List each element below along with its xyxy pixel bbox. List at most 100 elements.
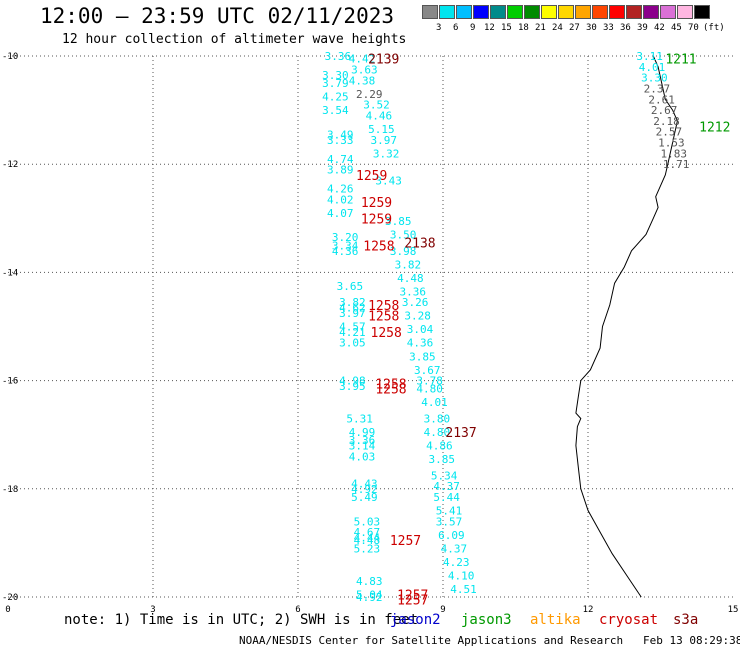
wave-height-value: 3.54: [322, 104, 349, 117]
pass-time-label: 1259: [361, 212, 392, 227]
color-scale-swatch: [439, 5, 455, 19]
wave-height-value: 4.80: [416, 383, 443, 396]
wave-height-value: 3.43: [375, 174, 402, 187]
wave-height-value: 4.86: [426, 440, 453, 453]
color-scale-swatch: [541, 5, 557, 19]
color-scale-swatch: [473, 5, 489, 19]
color-scale-label: 6: [453, 23, 459, 33]
wave-height-value: 4.67: [354, 526, 381, 539]
color-scale-label: 21: [535, 23, 546, 33]
wave-height-value: 4.92: [351, 483, 378, 496]
wave-height-value: 3.89: [327, 164, 354, 177]
wave-height-value: 4.57: [339, 321, 366, 334]
wave-height-value: 4.42: [349, 53, 376, 66]
pass-time-label: 1212: [699, 120, 730, 135]
wave-height-value: 4.10: [448, 569, 475, 582]
wave-height-value: 4.44: [354, 531, 381, 544]
legend-cryosat: cryosat: [599, 612, 659, 628]
color-scale-label: 15: [501, 23, 512, 33]
wave-height-value: 3.85: [429, 453, 456, 466]
pass-time-label: 1257: [397, 594, 428, 609]
pass-time-label: 1259: [361, 196, 392, 211]
wave-height-value: 2.29: [356, 88, 383, 101]
color-scale-label: 42: [654, 23, 665, 33]
note-text: note: 1) Time is in UTC; 2) SWH is in fe…: [64, 612, 419, 628]
wave-height-value: 3.26: [402, 296, 429, 309]
pass-time-label: 1258: [375, 383, 406, 398]
wave-height-value: 4.07: [327, 207, 354, 220]
wave-height-value: 3.98: [390, 245, 417, 258]
color-scale-label: 36: [620, 23, 631, 33]
wave-height-value: 4.21: [339, 326, 366, 339]
color-scale-swatch: [609, 5, 625, 19]
wave-height-value: 3.67: [414, 364, 441, 377]
pass-time-label: 2138: [404, 237, 435, 252]
color-scale-label: 24: [552, 23, 563, 33]
wave-height-value: 4.80: [424, 426, 451, 439]
legend-altika: altika: [530, 612, 581, 628]
wave-height-value: 3.14: [349, 440, 376, 453]
wave-height-value: 4.48: [354, 534, 381, 547]
axis-tick-labels: 0 3 6 9 12 15 -10 -12 -14 -16 -18 -20: [2, 52, 738, 615]
wave-height-value: 4.36: [332, 245, 359, 258]
wave-height-value: 3.34: [332, 239, 359, 252]
wave-height-value: 5.49: [351, 491, 378, 504]
legend-s3a: s3a: [673, 612, 699, 628]
wave-height-value: 4.74: [327, 153, 354, 166]
pass-time-label: 1258: [368, 310, 399, 325]
wave-height-value: 3.82: [339, 296, 366, 309]
wave-height-value: 4.46: [366, 110, 393, 123]
color-scale-swatch: [558, 5, 574, 19]
pass-time-label: 1211: [665, 53, 696, 68]
wave-height-value: 5.04: [356, 588, 383, 601]
wave-height-value: 3.65: [337, 280, 364, 293]
pass-time-label: 1258: [368, 299, 399, 314]
color-scale-label: 70: [688, 23, 699, 33]
wave-height-value: 1.53: [658, 137, 685, 150]
wave-height-value: 1.83: [661, 147, 688, 160]
wave-height-value: 4.02: [327, 193, 354, 206]
x-tick-label: 0: [5, 605, 10, 615]
wave-height-value: 5.15: [368, 123, 395, 136]
wave-height-value: 2.37: [644, 82, 671, 95]
wave-height-value: 2.61: [648, 93, 675, 106]
color-scale-label: 18: [518, 23, 529, 33]
wave-height-value: 1.71: [663, 158, 690, 171]
wave-height-labels: 3.364.423.633.30 4.383.792.294.253.523.54…: [322, 50, 689, 604]
wave-height-value: 5.41: [436, 504, 463, 517]
color-scale-swatch: [422, 5, 438, 19]
x-tick-label: 9: [440, 605, 445, 615]
wave-height-value: 3.85: [385, 215, 412, 228]
wave-height-value: 3.57: [436, 515, 463, 528]
map-subtitle: 12 hour collection of altimeter wave hei…: [62, 32, 407, 47]
color-scale-unit: (ft): [703, 23, 725, 33]
wave-height-value: 3.78: [416, 375, 443, 388]
wave-height-value: 3.36: [400, 285, 427, 298]
wave-height-value: 3.79: [322, 77, 349, 90]
wave-height-value: 4.38: [349, 74, 376, 87]
wave-height-value: 5.23: [354, 542, 381, 555]
wave-height-value: 3.97: [339, 307, 366, 320]
wave-height-value: 2.18: [653, 115, 680, 128]
color-scale-label: 30: [586, 23, 597, 33]
color-scale-label: 39: [637, 23, 648, 33]
wave-height-value: 3.11: [636, 50, 663, 63]
wave-height-value: 3.50: [390, 229, 417, 242]
pass-time-label: 2137: [445, 426, 476, 441]
wave-height-value: 4.51: [450, 583, 477, 596]
color-scale-swatch: [456, 5, 472, 19]
wave-height-value: 3.20: [332, 231, 359, 244]
color-scale-swatch: [592, 5, 608, 19]
wave-height-value: 4.62: [339, 302, 366, 315]
wave-height-value: 3.32: [373, 147, 400, 160]
y-tick-label: -10: [2, 52, 18, 62]
color-scale-label: 12: [484, 23, 495, 33]
pass-time-label: 1257: [397, 588, 428, 603]
lat-lon-grid: [8, 55, 733, 598]
color-scale-label: 9: [470, 23, 476, 33]
wave-height-value: 4.03: [349, 450, 376, 463]
wave-height-value: 4.26: [327, 183, 354, 196]
color-scale-swatch: [660, 5, 676, 19]
